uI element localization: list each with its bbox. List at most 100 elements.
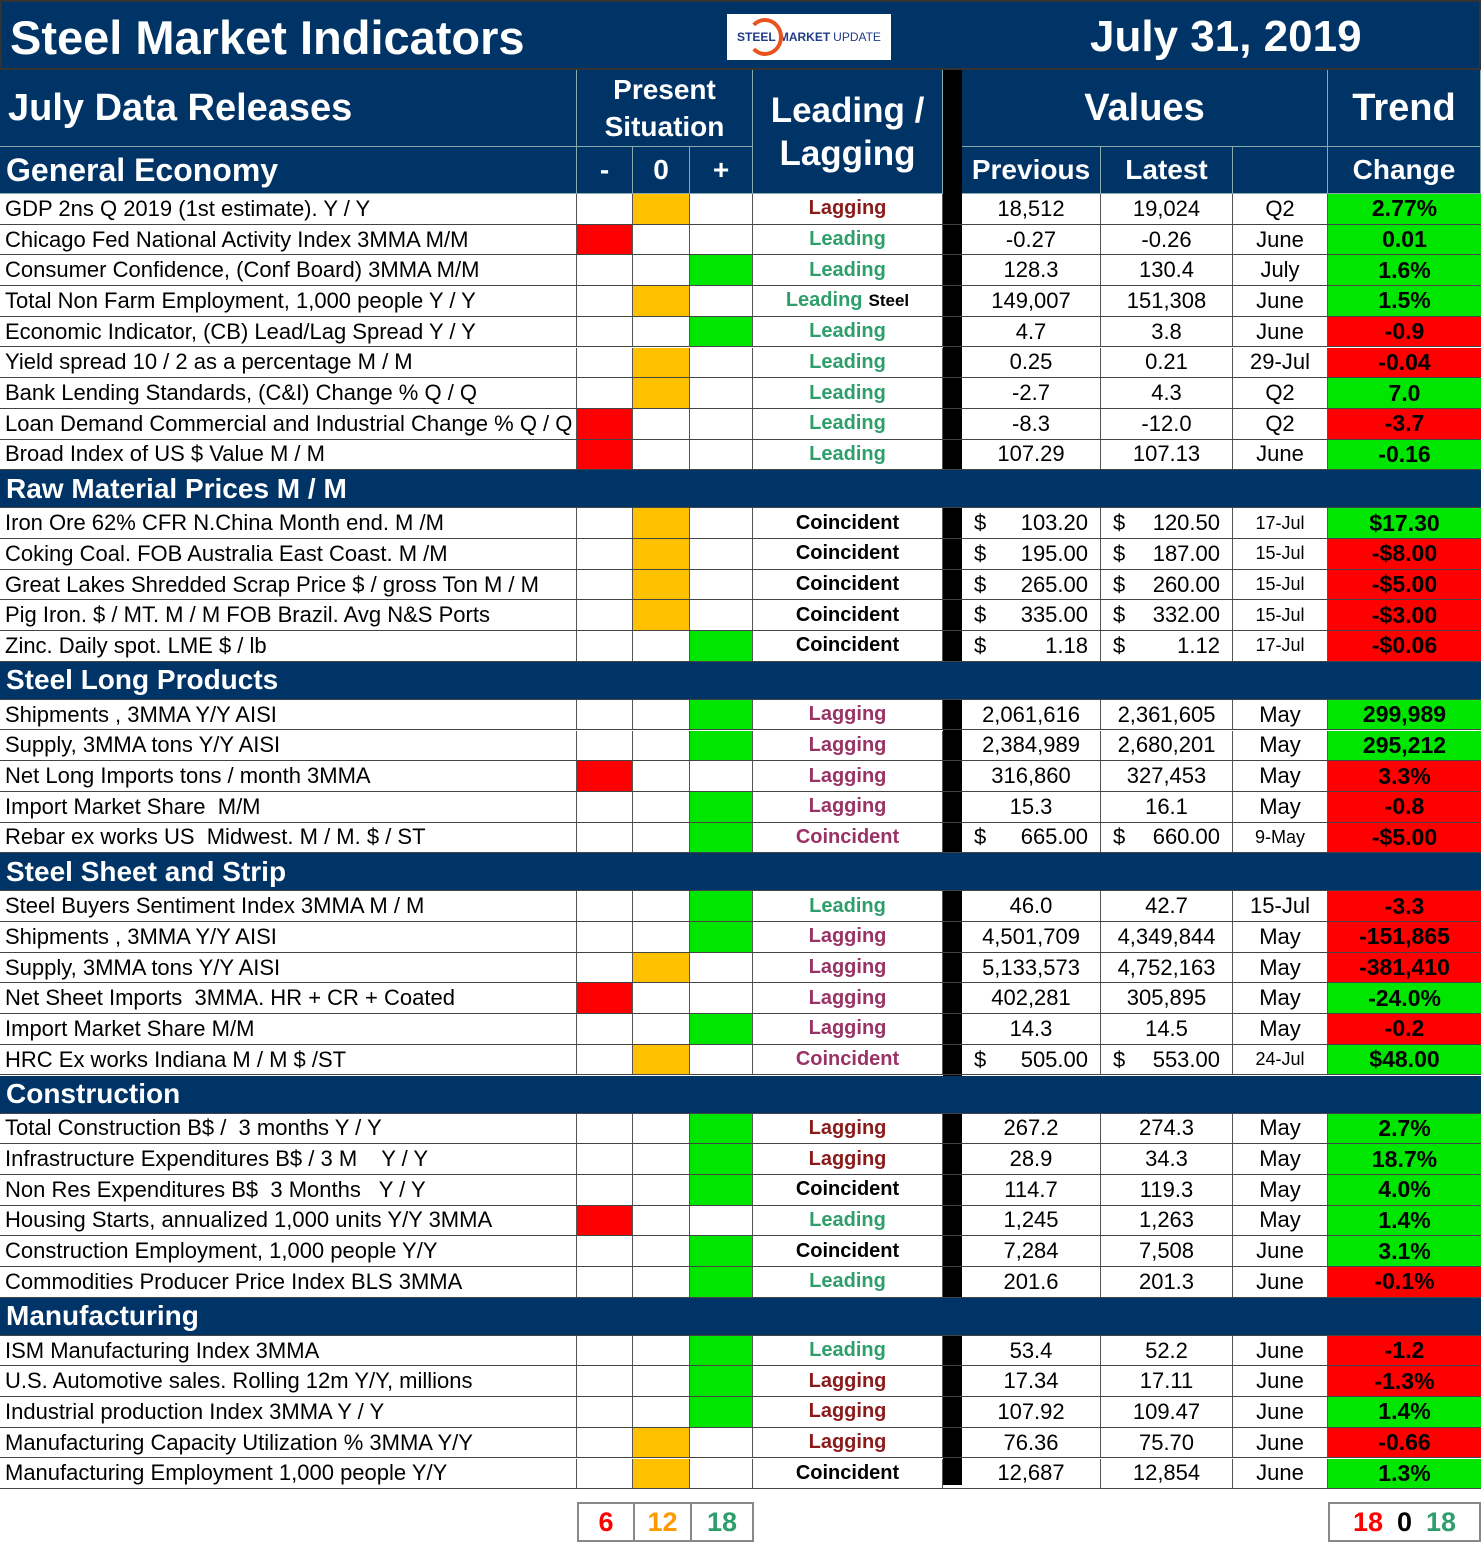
period-cell: June: [1233, 1427, 1328, 1458]
situation-cell: [577, 1044, 633, 1075]
table-row: Consumer Confidence, (Conf Board) 3MMA M…: [0, 255, 1481, 287]
table-row: Industrial production Index 3MMA Y / Y La…: [0, 1397, 1481, 1428]
title-bar: Steel Market Indicators STEEL MARKET UPDA…: [0, 0, 1481, 70]
currency-symbol: $: [1113, 510, 1126, 536]
prev-value: 4,501,709: [982, 923, 1080, 949]
latest-value: 201.3: [1138, 1268, 1195, 1294]
leadlag-label: Leading: [809, 1208, 886, 1231]
latest-value: 19,024: [1132, 195, 1201, 221]
table-row: Zinc. Daily spot. LME $ / lb Coincident $1…: [0, 631, 1481, 662]
indicator-label: U.S. Automotive sales. Rolling 12m Y/Y, …: [0, 1366, 577, 1397]
value-latest: 34.3: [1101, 1144, 1233, 1174]
latest-value: 109.47: [1132, 1398, 1201, 1424]
column-divider: [943, 70, 962, 1485]
value-latest: 130.4: [1101, 255, 1233, 286]
value-latest: 17.11: [1101, 1366, 1233, 1397]
value-latest: 75.70: [1101, 1427, 1233, 1458]
prev-value: 53.4: [1009, 1337, 1053, 1363]
value-prev: 5,133,573: [962, 952, 1101, 983]
situation-cell: [633, 891, 690, 921]
period-cell: May: [1233, 983, 1328, 1014]
table-row: HRC Ex works Indiana M / M $ /ST Coincide…: [0, 1044, 1481, 1076]
trend-change: 4.0%: [1328, 1174, 1481, 1205]
situation-cell: [633, 922, 690, 952]
value-latest: $187.00: [1101, 539, 1233, 569]
situation-cell: [577, 539, 633, 569]
indicator-label: Housing Starts, annualized 1,000 units Y…: [0, 1205, 577, 1236]
situation-cell: [577, 1144, 633, 1174]
indicator-label: Infrastructure Expenditures B$ / 3 M Y /…: [0, 1144, 577, 1174]
value-latest: 4,349,844: [1101, 922, 1233, 952]
table-row: Shipments , 3MMA Y/Y AISI Lagging 4,501,70…: [0, 922, 1481, 953]
indicator-label: ISM Manufacturing Index 3MMA: [0, 1335, 577, 1366]
leadlag-label: Lagging: [808, 925, 887, 948]
table-row: Iron Ore 62% CFR N.China Month end. M /M…: [0, 508, 1481, 539]
value-prev: 15.3: [962, 791, 1101, 822]
value-prev: 2,384,989: [962, 730, 1101, 761]
leadlag-cell: Coincident: [753, 1236, 943, 1266]
indicator-label: Consumer Confidence, (Conf Board) 3MMA M…: [0, 255, 577, 286]
situation-cell: [577, 761, 633, 791]
value-prev: 107.29: [962, 439, 1101, 470]
situation-cell: [690, 347, 753, 378]
leadlag-label: Leading: [809, 442, 886, 465]
situation-cell: [690, 983, 753, 1014]
trend-change: 3.3%: [1328, 761, 1481, 791]
period-cell: June: [1233, 1366, 1328, 1397]
value-prev: 402,281: [962, 983, 1101, 1014]
currency-symbol: $: [974, 824, 987, 850]
latest-value: 2,680,201: [1117, 732, 1216, 758]
situation-cell: [690, 569, 753, 600]
leadlag-label: Leading: [809, 1270, 886, 1293]
latest-value: 2,361,605: [1117, 701, 1216, 727]
period-cell: June: [1233, 286, 1328, 316]
prev-value: 265.00: [1020, 571, 1088, 597]
trend-change: 2.7%: [1328, 1113, 1481, 1144]
situation-cell: [690, 600, 753, 631]
value-latest: 42.7: [1101, 891, 1233, 921]
indicator-label: Great Lakes Shredded Scrap Price $ / gro…: [0, 569, 577, 600]
value-prev: 107.92: [962, 1397, 1101, 1427]
situation-cell: [633, 1267, 690, 1297]
situation-cell: [633, 439, 690, 470]
value-latest: 14.5: [1101, 1014, 1233, 1044]
indicator-label: Economic Indicator, (CB) Lead/Lag Spread…: [0, 316, 577, 347]
latest-value: 305,895: [1126, 985, 1207, 1011]
situation-cell: [690, 1014, 753, 1044]
latest-value: 119.3: [1139, 1176, 1194, 1202]
value-prev: -2.7: [962, 378, 1101, 408]
table-row: Shipments , 3MMA Y/Y AISI Lagging 2,061,61…: [0, 699, 1481, 731]
situation-cell: [690, 1174, 753, 1205]
situation-cell: [577, 631, 633, 661]
leadlag-cell: Leading: [753, 255, 943, 286]
value-latest: 2,361,605: [1101, 699, 1233, 730]
trend-change: -1.2: [1328, 1335, 1481, 1366]
prev-value: 0.25: [1009, 349, 1053, 375]
prev-value: 316,860: [991, 763, 1071, 789]
situation-cell: [690, 439, 753, 470]
prev-value: 107.29: [997, 441, 1065, 467]
trend-change: 1.3%: [1328, 1458, 1481, 1489]
leadlag-label: Leading: [809, 258, 886, 281]
period-cell: May: [1233, 1144, 1328, 1174]
page-title: Steel Market Indicators: [10, 11, 525, 64]
situation-cell: [690, 1335, 753, 1366]
trend-change: -24.0%: [1328, 983, 1481, 1014]
indicator-label: Net Sheet Imports 3MMA. HR + CR + Coated: [0, 983, 577, 1014]
situation-cell: [633, 224, 690, 255]
indicator-label: Manufacturing Employment 1,000 people Y/…: [0, 1458, 577, 1489]
situation-cell: [633, 539, 690, 569]
value-latest: $1.12: [1101, 631, 1233, 661]
prev-value: 46.0: [1009, 893, 1053, 919]
latest-value: -0.26: [1141, 226, 1192, 252]
table-row: Steel Buyers Sentiment Index 3MMA M / M L…: [0, 891, 1481, 922]
leadlag-cell: Lagging: [753, 1366, 943, 1397]
value-latest: 7,508: [1101, 1236, 1233, 1266]
value-prev: 267.2: [962, 1113, 1101, 1144]
situation-cell: [577, 699, 633, 730]
situation-cell: [690, 699, 753, 730]
trend-change: -151,865: [1328, 922, 1481, 952]
situation-cell: [577, 1113, 633, 1144]
period-cell: May: [1233, 699, 1328, 730]
leadlag-label: Coincident: [795, 634, 900, 657]
